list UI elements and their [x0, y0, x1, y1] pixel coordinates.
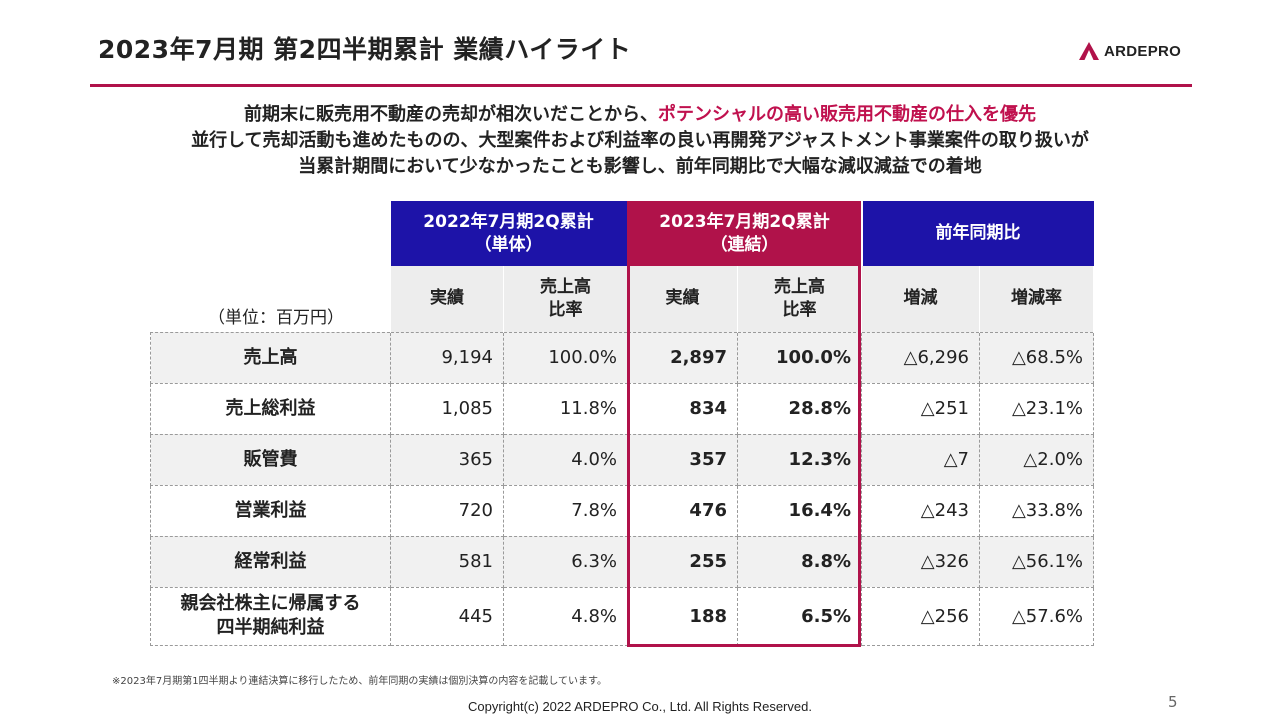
group-header-2022-note: （単体）	[474, 234, 543, 255]
cell-2023-ratio: 100.0%	[737, 331, 862, 384]
cell-2022-actual: 1,085	[390, 382, 504, 435]
cell-2022-ratio: 6.3%	[503, 535, 628, 588]
cell-2022-ratio: 11.8%	[503, 382, 628, 435]
cell-change-rate: △56.1%	[979, 535, 1094, 588]
group-header-yoy-title: 前年同期比	[935, 223, 1021, 243]
cell-2023-actual: 255	[627, 535, 738, 588]
cell-change: △251	[861, 382, 980, 435]
cell-change: △326	[861, 535, 980, 588]
subheader-2022-actual: 実績	[390, 266, 504, 332]
page-title: 2023年7月期 第2四半期累計 業績ハイライト	[98, 35, 632, 64]
cell-2022-ratio: 7.8%	[503, 484, 628, 537]
cell-2022-actual: 9,194	[390, 331, 504, 384]
cell-2023-actual: 834	[627, 382, 738, 435]
cell-change: △6,296	[861, 331, 980, 384]
subheader-change: 増減	[861, 266, 980, 332]
table-row: 営業利益 720 7.8% 476 16.4% △243 △33.8%	[150, 484, 1094, 537]
page-number: 5	[1168, 693, 1178, 711]
group-header-2023: 2023年7月期2Q累計 （連結）	[627, 201, 863, 266]
cell-2023-ratio: 12.3%	[737, 433, 862, 486]
logo-text: ARDEPRO	[1104, 42, 1182, 60]
cell-change-rate: △2.0%	[979, 433, 1094, 486]
cell-2023-actual: 2,897	[627, 331, 738, 384]
row-label: 親会社株主に帰属する 四半期純利益	[150, 586, 391, 646]
cell-2022-actual: 581	[390, 535, 504, 588]
cell-change: △256	[861, 586, 980, 646]
summary-highlight: ポテンシャルの高い販売用不動産の仕入を優先	[658, 104, 1036, 125]
group-header-2023-title: 2023年7月期2Q累計	[659, 211, 830, 232]
cell-change-rate: △33.8%	[979, 484, 1094, 537]
unit-label: （単位：百万円）	[208, 307, 344, 328]
group-header-2022-title: 2022年7月期2Q累計	[423, 211, 594, 232]
results-table: 2022年7月期2Q累計 （単体） 2023年7月期2Q累計 （連結） 前年同期…	[150, 201, 1094, 646]
title-divider	[90, 84, 1192, 87]
table-row: 売上高 9,194 100.0% 2,897 100.0% △6,296 △68…	[150, 331, 1094, 384]
group-header-2022: 2022年7月期2Q累計 （単体）	[390, 201, 629, 266]
cell-2023-ratio: 6.5%	[737, 586, 862, 646]
row-label: 経常利益	[150, 535, 391, 588]
subheader-2023-ratio: 売上高 比率	[737, 266, 862, 332]
group-header-yoy: 前年同期比	[861, 201, 1094, 266]
table-row: 親会社株主に帰属する 四半期純利益 445 4.8% 188 6.5% △256…	[150, 586, 1094, 646]
summary-line-2: 並行して売却活動も進めたものの、大型案件および利益率の良い再開発アジャストメント…	[191, 130, 1089, 151]
subheader-change-rate: 増減率	[979, 266, 1094, 332]
cell-change-rate: △57.6%	[979, 586, 1094, 646]
row-label: 売上高	[150, 331, 391, 384]
cell-change: △243	[861, 484, 980, 537]
row-label: 営業利益	[150, 484, 391, 537]
summary-text: 前期末に販売用不動産の売却が相次いだことから、ポテンシャルの高い販売用不動産の仕…	[60, 102, 1220, 180]
cell-2023-ratio: 28.8%	[737, 382, 862, 435]
row-label-line-2: 四半期純利益	[216, 617, 325, 638]
subheader-2023-actual: 実績	[627, 266, 738, 332]
logo-triangle-icon	[1079, 42, 1099, 60]
table-row: 販管費 365 4.0% 357 12.3% △7 △2.0%	[150, 433, 1094, 486]
cell-2022-actual: 720	[390, 484, 504, 537]
cell-2023-actual: 476	[627, 484, 738, 537]
table-row: 経常利益 581 6.3% 255 8.8% △326 △56.1%	[150, 535, 1094, 588]
cell-2022-ratio: 4.0%	[503, 433, 628, 486]
cell-2023-actual: 188	[627, 586, 738, 646]
header-blank-cell	[151, 201, 391, 266]
table-row: 売上総利益 1,085 11.8% 834 28.8% △251 △23.1%	[150, 382, 1094, 435]
cell-2023-actual: 357	[627, 433, 738, 486]
group-header-row: 2022年7月期2Q累計 （単体） 2023年7月期2Q累計 （連結） 前年同期…	[151, 201, 1094, 266]
sub-header-row: （単位：百万円） 実績 売上高 比率 実績 売上高 比率 増減 増減率	[151, 266, 1094, 332]
group-header-2023-note: （連結）	[710, 234, 779, 255]
cell-2023-ratio: 8.8%	[737, 535, 862, 588]
cell-2022-actual: 365	[390, 433, 504, 486]
cell-2023-ratio: 16.4%	[737, 484, 862, 537]
footnote: ※2023年7月期第1四半期より連結決算に移行したため、前年同期の実績は個別決算…	[112, 676, 608, 687]
row-label-line-1: 親会社株主に帰属する	[180, 593, 361, 614]
row-label: 売上総利益	[150, 382, 391, 435]
cell-change: △7	[861, 433, 980, 486]
cell-2022-actual: 445	[390, 586, 504, 646]
cell-change-rate: △68.5%	[979, 331, 1094, 384]
cell-2022-ratio: 100.0%	[503, 331, 628, 384]
copyright: Copyright(c) 2022 ARDEPRO Co., Ltd. All …	[468, 699, 812, 714]
cell-change-rate: △23.1%	[979, 382, 1094, 435]
company-logo: ARDEPRO	[1078, 40, 1181, 62]
subheader-2022-ratio: 売上高 比率	[503, 266, 628, 332]
summary-line-1: 前期末に販売用不動産の売却が相次いだことから、ポテンシャルの高い販売用不動産の仕…	[60, 102, 1220, 128]
row-label: 販管費	[150, 433, 391, 486]
summary-line-1-prefix: 前期末に販売用不動産の売却が相次いだことから、	[244, 104, 658, 125]
summary-line-3: 当累計期間において少なかったことも影響し、前年同期比で大幅な減収減益での着地	[298, 156, 982, 177]
cell-2022-ratio: 4.8%	[503, 586, 628, 646]
